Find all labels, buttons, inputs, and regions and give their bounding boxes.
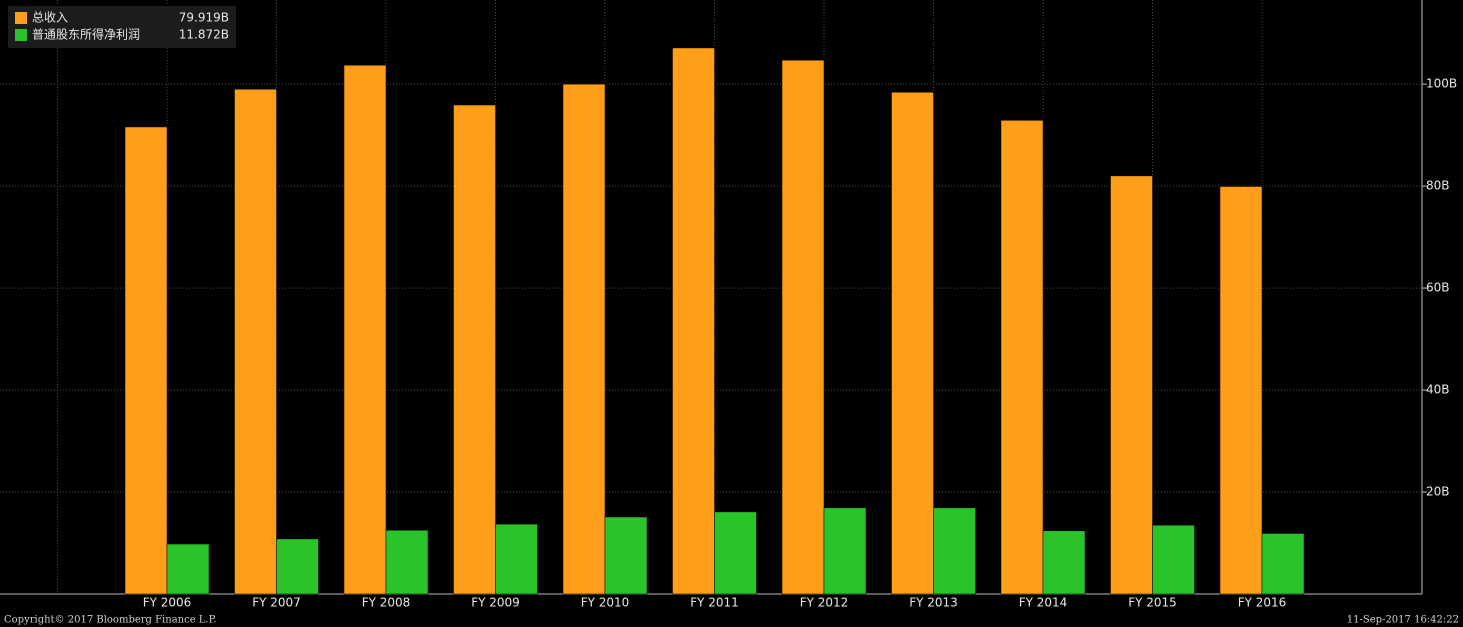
y-tick-label: 40B xyxy=(1426,383,1450,397)
bar xyxy=(1110,175,1153,595)
legend-swatch xyxy=(15,29,27,41)
x-tick-label: FY 2015 xyxy=(1128,596,1177,610)
x-tick-label: FY 2014 xyxy=(1019,596,1068,610)
x-tick-label: FY 2008 xyxy=(362,596,411,610)
bar xyxy=(1219,186,1263,595)
x-tick-label: FY 2013 xyxy=(909,596,958,610)
x-tick-label: FY 2009 xyxy=(471,596,520,610)
y-tick-label: 20B xyxy=(1426,485,1450,499)
bar xyxy=(495,523,538,595)
bar xyxy=(453,104,496,595)
bar xyxy=(166,543,210,595)
y-tick-label: 60B xyxy=(1426,281,1450,295)
bar xyxy=(1000,120,1044,595)
bar xyxy=(781,59,825,595)
bar xyxy=(823,507,867,595)
bar xyxy=(1152,524,1195,595)
bar xyxy=(604,516,648,595)
y-tick-label: 80B xyxy=(1426,179,1450,193)
legend: 总收入 79.919B 普通股东所得净利润 11.872B xyxy=(8,6,236,48)
bar xyxy=(933,507,976,595)
legend-value: 11.872B xyxy=(179,28,229,42)
bar xyxy=(124,126,168,595)
x-tick-label: FY 2016 xyxy=(1238,596,1287,610)
bar xyxy=(891,92,934,595)
x-tick-label: FY 2007 xyxy=(252,596,301,610)
bar xyxy=(234,88,277,595)
legend-background xyxy=(8,6,236,48)
bar xyxy=(276,538,319,595)
legend-label: 总收入 xyxy=(32,11,68,25)
x-tick-label: FY 2011 xyxy=(690,596,739,610)
legend-value: 79.919B xyxy=(179,11,229,25)
bar xyxy=(385,530,429,595)
x-tick-label: FY 2006 xyxy=(143,596,192,610)
legend-label: 普通股东所得净利润 xyxy=(32,27,140,42)
legend-swatch xyxy=(15,12,27,24)
x-tick-label: FY 2012 xyxy=(800,596,849,610)
bar xyxy=(562,83,606,595)
bar xyxy=(1042,530,1086,595)
y-tick-label: 100B xyxy=(1426,77,1457,91)
bar xyxy=(1261,533,1305,595)
copyright: Copyright© 2017 Bloomberg Finance L.P. xyxy=(4,615,217,626)
bar xyxy=(343,65,387,595)
timestamp: 11-Sep-2017 16:42:22 xyxy=(1347,615,1459,626)
x-tick-label: FY 2010 xyxy=(581,596,630,610)
bar xyxy=(672,47,715,595)
bar xyxy=(714,511,757,595)
